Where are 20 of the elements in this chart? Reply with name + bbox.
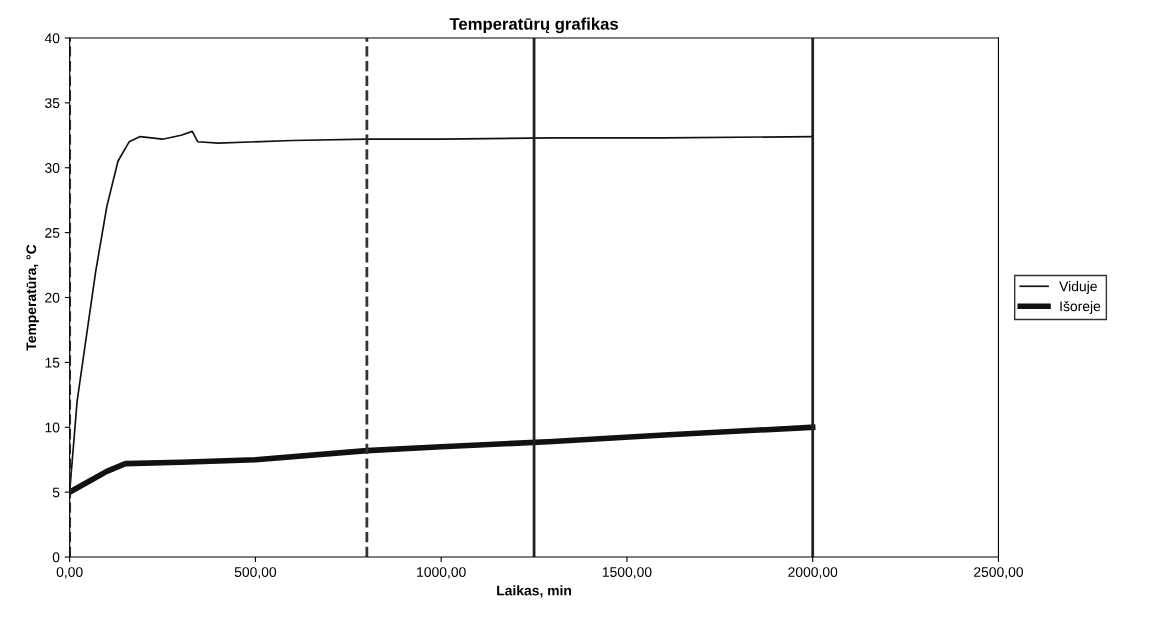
y-tick-label: 30: [45, 163, 60, 173]
y-tick-label: 10: [45, 422, 60, 433]
chart-title: Temperatūrų grafikas: [449, 17, 618, 34]
x-axis-title: Laikas, min: [497, 585, 572, 598]
y-tick-label: 20: [45, 292, 60, 303]
y-tick-label: 0: [52, 552, 60, 563]
y-tick-label: 35: [45, 98, 60, 109]
y-tick-label: 40: [44, 33, 60, 44]
x-tick-label: 1000,00: [417, 567, 466, 579]
x-tick-label: 2500,00: [974, 567, 1024, 579]
y-tick-label: 25: [45, 227, 60, 238]
x-tick-label: 2000,00: [788, 567, 838, 579]
legend-label: Išoreje: [1060, 300, 1101, 314]
legend-label: Viduje: [1059, 281, 1097, 295]
y-tick-label: 5: [52, 487, 60, 498]
x-tick-label: 500,00: [234, 567, 277, 579]
x-tick-label: 0,00: [56, 567, 83, 579]
y-tick-label: 15: [45, 357, 60, 368]
y-axis-title: Temperatūra, °C: [26, 244, 39, 351]
x-tick-label: 1500,00: [602, 567, 652, 579]
